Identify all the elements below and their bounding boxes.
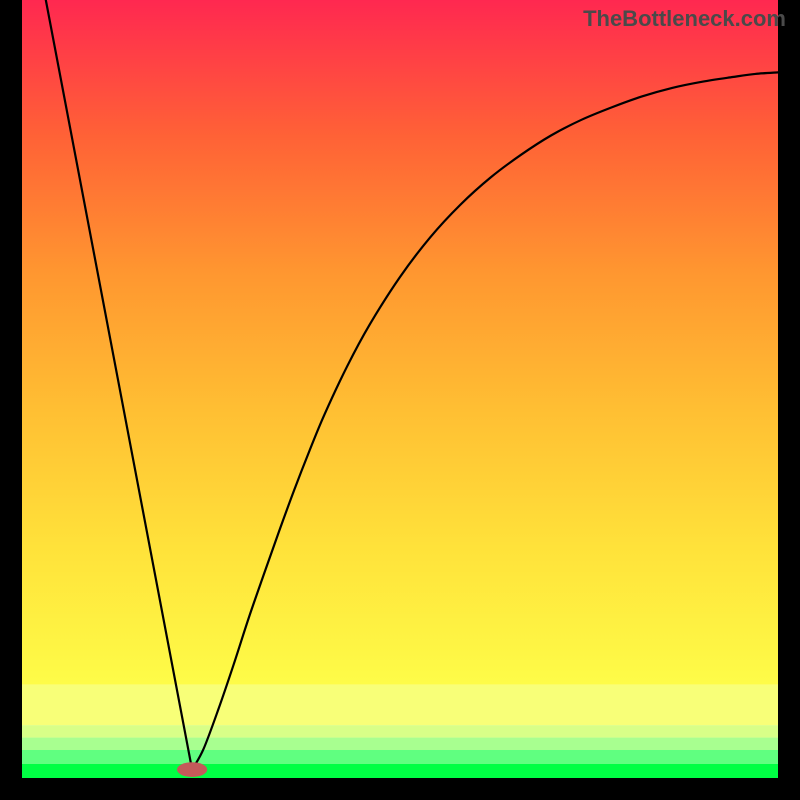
watermark-text: TheBottleneck.com (583, 6, 786, 32)
bottleneck-curve-chart (0, 0, 800, 800)
chart-marker (177, 762, 207, 777)
chart-background (22, 0, 778, 778)
chart-container: TheBottleneck.com (0, 0, 800, 800)
